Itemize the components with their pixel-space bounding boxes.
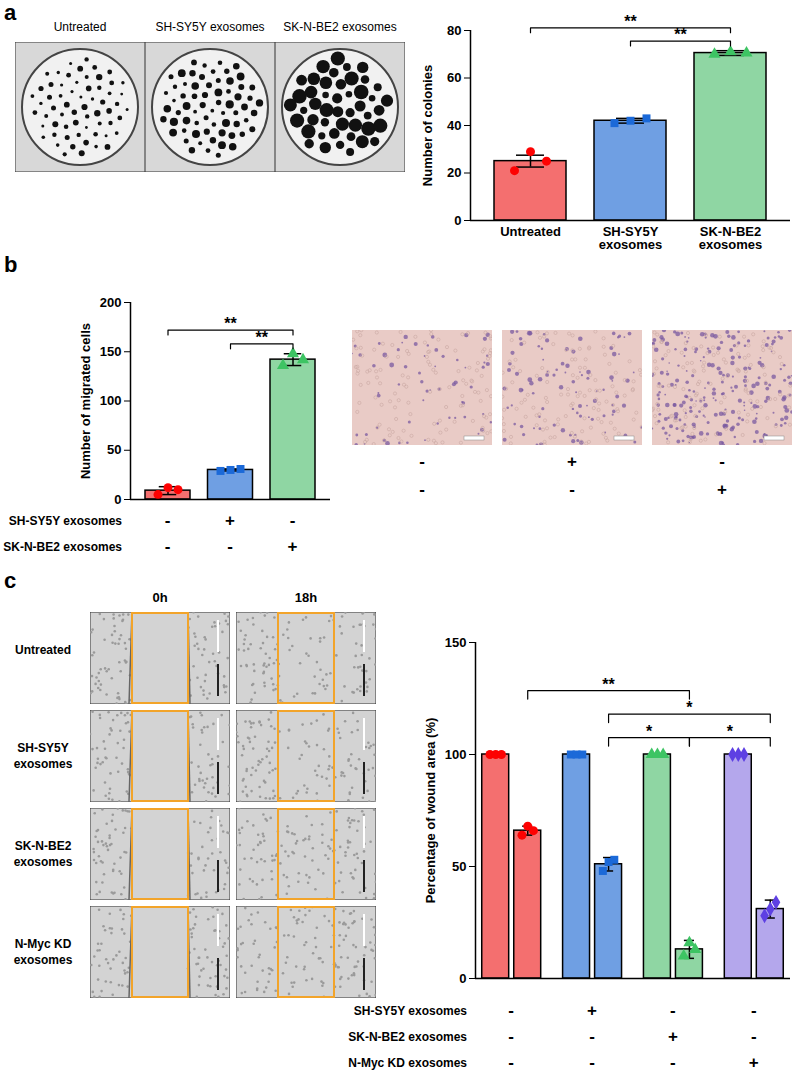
html-text:SK-N-BE2 exosomes: SK-N-BE2 exosomes bbox=[13, 839, 73, 869]
svg-text:100: 100 bbox=[100, 393, 122, 408]
html-text:SK-N-BE2 exosomes: SK-N-BE2 exosomes bbox=[3, 540, 122, 554]
html-text:18h: 18h bbox=[294, 590, 318, 605]
html-text:SK-N-BE2 exosomes: SK-N-BE2 exosomes bbox=[348, 1030, 467, 1044]
html-text:a: a bbox=[4, 0, 17, 25]
html-text:b: b bbox=[4, 252, 18, 277]
html-text:SH-SY5Y exosomes: SH-SY5Y exosomes bbox=[13, 741, 73, 771]
html-text:c: c bbox=[4, 568, 17, 593]
svg-text:*: * bbox=[686, 699, 693, 716]
svg-text:SH-SY5Yexosomes: SH-SY5Yexosomes bbox=[599, 224, 663, 252]
html-text:N-Myc KD exosomes: N-Myc KD exosomes bbox=[348, 1056, 467, 1070]
html-text:N-Myc KD exosomes: N-Myc KD exosomes bbox=[13, 937, 73, 967]
svg-text:40: 40 bbox=[447, 118, 461, 133]
svg-text:Number of migrated cells: Number of migrated cells bbox=[78, 323, 93, 479]
html-text:0h: 0h bbox=[152, 590, 168, 605]
svg-text:20: 20 bbox=[447, 165, 461, 180]
svg-text:100: 100 bbox=[445, 747, 467, 762]
svg-text:SK-N-BE2exosomes: SK-N-BE2exosomes bbox=[699, 224, 763, 252]
html-text:Untreated: Untreated bbox=[15, 643, 71, 657]
svg-text:80: 80 bbox=[447, 23, 461, 38]
svg-text:0: 0 bbox=[114, 492, 121, 507]
svg-text:Number of colonies: Number of colonies bbox=[420, 65, 435, 186]
svg-text:**: ** bbox=[256, 329, 269, 346]
svg-text:50: 50 bbox=[452, 859, 466, 874]
html-text:SH-SY5Y exosomes: SH-SY5Y exosomes bbox=[155, 20, 265, 34]
svg-text:200: 200 bbox=[100, 295, 122, 310]
html-text:Untreated: Untreated bbox=[53, 20, 107, 34]
svg-text:**: ** bbox=[602, 676, 615, 693]
svg-text:150: 150 bbox=[445, 635, 467, 650]
svg-text:**: ** bbox=[624, 13, 637, 30]
svg-text:Percentage of wound area (%): Percentage of wound area (%) bbox=[423, 718, 438, 904]
svg-text:150: 150 bbox=[100, 344, 122, 359]
svg-text:**: ** bbox=[224, 315, 237, 332]
svg-text:**: ** bbox=[674, 26, 687, 43]
svg-text:50: 50 bbox=[107, 442, 121, 457]
html-text:SK-N-BE2 exosomes: SK-N-BE2 exosomes bbox=[283, 20, 397, 34]
html-text:SH-SY5Y exosomes: SH-SY5Y exosomes bbox=[8, 514, 122, 528]
svg-text:0: 0 bbox=[459, 971, 466, 986]
svg-text:*: * bbox=[646, 723, 653, 740]
svg-text:0: 0 bbox=[454, 213, 461, 228]
svg-text:*: * bbox=[727, 723, 734, 740]
svg-text:60: 60 bbox=[447, 70, 461, 85]
svg-text:Untreated: Untreated bbox=[500, 224, 561, 239]
html-text:SH-SY5Y exosomes: SH-SY5Y exosomes bbox=[353, 1004, 467, 1018]
